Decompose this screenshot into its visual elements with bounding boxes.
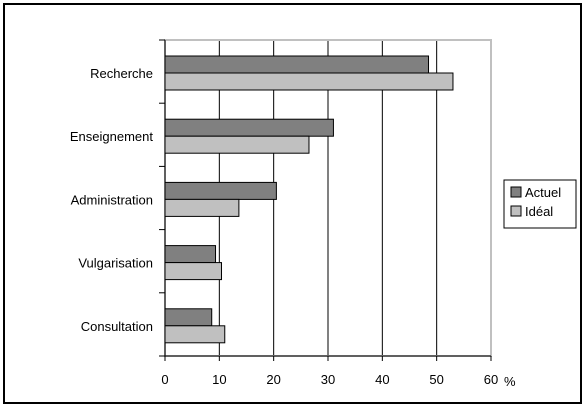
- bar-idéal-consultation: [164, 325, 226, 344]
- x-tick-label: 40: [375, 372, 389, 387]
- bar-idéal-administration: [164, 198, 240, 217]
- x-tick-label: 10: [212, 372, 226, 387]
- legend-swatch-idéal: [510, 205, 522, 217]
- x-tick-label: 60: [484, 372, 498, 387]
- bar-actuel-administration: [164, 181, 277, 200]
- bar-actuel-vulgarisation: [164, 245, 217, 264]
- category-label: Enseignement: [70, 129, 153, 144]
- legend-swatch-actuel: [510, 186, 522, 198]
- x-tick-label: 30: [321, 372, 335, 387]
- legend-label-actuel: Actuel: [525, 185, 561, 200]
- bar-idéal-enseignement: [164, 135, 310, 154]
- x-tick-label: 0: [161, 372, 168, 387]
- bar-idéal-recherche: [164, 72, 454, 91]
- legend-label-idéal: Idéal: [525, 204, 553, 219]
- bar-idéal-vulgarisation: [164, 262, 223, 281]
- bar-actuel-consultation: [164, 308, 213, 327]
- x-tick-label: 20: [266, 372, 280, 387]
- category-label: Consultation: [81, 319, 153, 334]
- bar-actuel-recherche: [164, 55, 430, 74]
- bar-actuel-enseignement: [164, 118, 334, 137]
- x-tick-label: 50: [429, 372, 443, 387]
- legend: Actuel Idéal: [503, 179, 577, 229]
- category-label: Administration: [71, 192, 153, 207]
- x-unit-label: %: [504, 374, 516, 389]
- category-label: Vulgarisation: [78, 256, 153, 271]
- category-label: Recherche: [90, 66, 153, 81]
- axes-group: 0 10 20 30 40 50 60 % Recherche Enseignement Admin…: [70, 39, 516, 389]
